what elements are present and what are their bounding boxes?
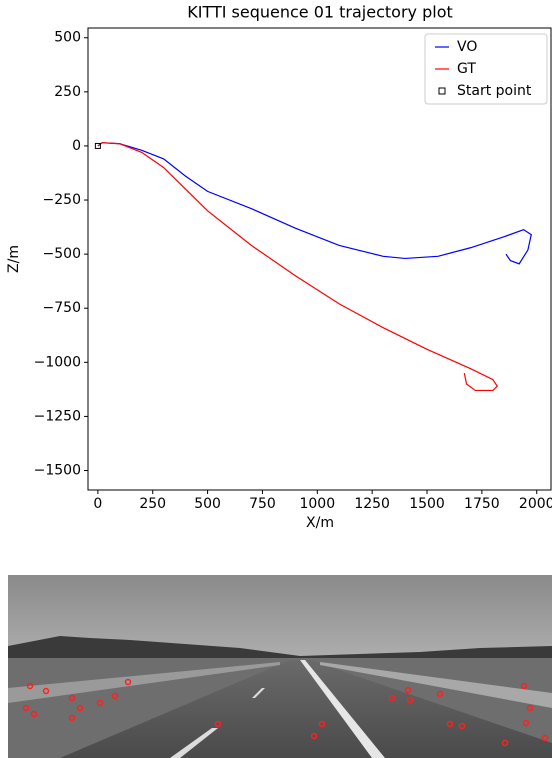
legend-swatch <box>438 87 446 95</box>
x-tick-label: 500 <box>194 496 221 512</box>
x-tick-label: 2000 <box>519 496 552 512</box>
y-tick-label: 500 <box>54 30 81 46</box>
x-tick-label: 0 <box>93 496 102 512</box>
y-tick-label: −750 <box>43 300 81 316</box>
trajectory-line <box>97 142 532 265</box>
y-tick-label: −1250 <box>34 408 81 424</box>
y-tick-label: −250 <box>43 192 81 208</box>
x-tick-label: 250 <box>139 496 166 512</box>
x-tick-label: 1250 <box>354 496 390 512</box>
y-tick-label: −1000 <box>34 354 81 370</box>
y-tick-label: −500 <box>43 246 81 262</box>
road <box>60 660 552 758</box>
x-tick-label: 750 <box>249 496 276 512</box>
legend-box <box>424 33 548 105</box>
y-axis-label: Z/m <box>6 245 22 273</box>
lane-dash <box>252 688 265 698</box>
legend-label: Start point <box>457 83 532 99</box>
guard-rail-right <box>320 662 552 708</box>
lane-line <box>300 660 385 758</box>
legend-label: GT <box>457 61 476 77</box>
guard-rail-left <box>8 662 280 703</box>
feature-points <box>22 678 549 747</box>
x-tick-label: 1000 <box>299 496 335 512</box>
x-tick-label: 1750 <box>464 496 500 512</box>
chart-title: KITTI sequence 01 trajectory plot <box>187 3 453 22</box>
trajectory-line <box>97 142 499 392</box>
y-tick-label: −1500 <box>34 463 81 479</box>
start-point <box>94 142 101 149</box>
lane-dash <box>170 728 218 758</box>
legend-label: VO <box>457 39 477 55</box>
x-tick-label: 1500 <box>409 496 445 512</box>
plot-frame <box>87 27 552 491</box>
x-axis-label: X/m <box>306 515 334 531</box>
y-tick-label: 250 <box>54 84 81 100</box>
y-tick-label: 0 <box>72 138 81 154</box>
camera-frame <box>8 575 552 758</box>
chart: KITTI sequence 01 trajectory plot X/m Z/… <box>6 3 552 532</box>
